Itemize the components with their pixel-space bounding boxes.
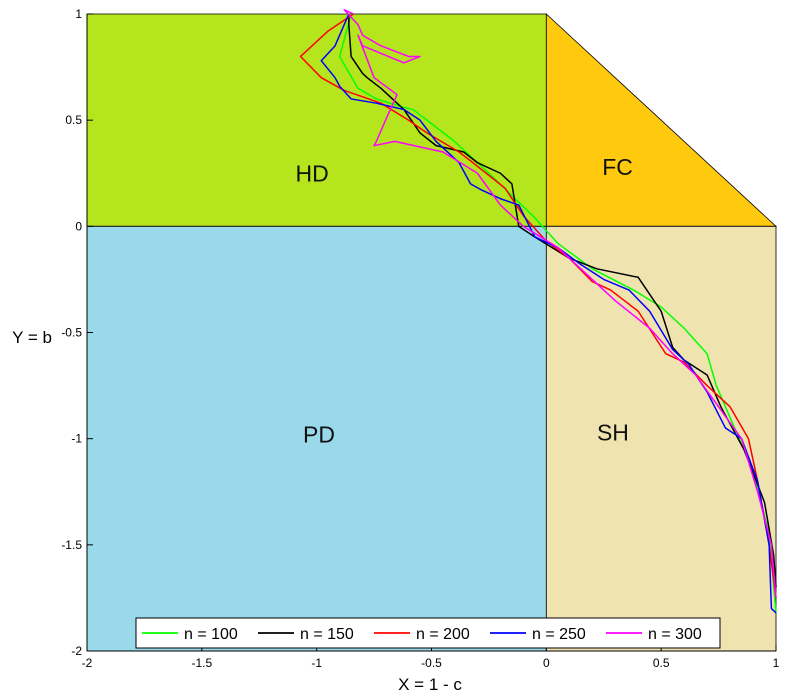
legend: n = 100 n = 150 n = 200 n = 250 n = 300 [135,617,721,649]
series-line-4 [320,13,777,614]
regions-layer: HD FC PD SH [86,13,778,652]
y-tick-label: -0.5 [61,326,82,340]
y-tick-label: 0.5 [65,113,82,127]
x-tick-label: 0.5 [653,656,670,670]
ticks-layer: -2 -1.5 -1 -0.5 0 0.5 1 -2 -1.5 -1 -0.5 0 0.5 1 [61,7,779,670]
legend-label-4: n = 250 [532,626,586,643]
y-tick-label: -1.5 [61,538,82,552]
y-tick-label: 1 [75,7,82,21]
x-tick-label: -0.5 [421,656,442,670]
series-layer [299,9,777,614]
region-label-fc: FC [602,154,633,180]
y-tick-label: -2 [71,644,82,658]
legend-label-5: n = 300 [648,626,702,643]
region-label-sh: SH [597,419,629,445]
x-axis-label: X = 1 - c [398,675,462,694]
region-hd [86,13,547,227]
legend-label-2: n = 150 [300,626,354,643]
region-label-hd: HD [295,160,328,186]
legend-label-3: n = 200 [416,626,470,643]
y-tick-label: -1 [71,432,82,446]
series-line-5 [343,9,777,598]
legend-label-1: n = 100 [184,626,238,643]
x-tick-label: -2 [82,656,93,670]
x-tick-label: -1 [311,656,322,670]
x-tick-label: -1.5 [191,656,212,670]
region-fc [545,13,778,227]
x-tick-label: 1 [773,656,780,670]
region-label-pd: PD [303,422,335,448]
series-line-1 [338,13,777,613]
y-tick-label: 0 [75,219,82,233]
y-axis-label: Y = b [12,328,52,347]
x-tick-label: 0 [543,656,550,670]
series-line-2 [348,14,777,588]
series-line-3 [299,13,777,599]
